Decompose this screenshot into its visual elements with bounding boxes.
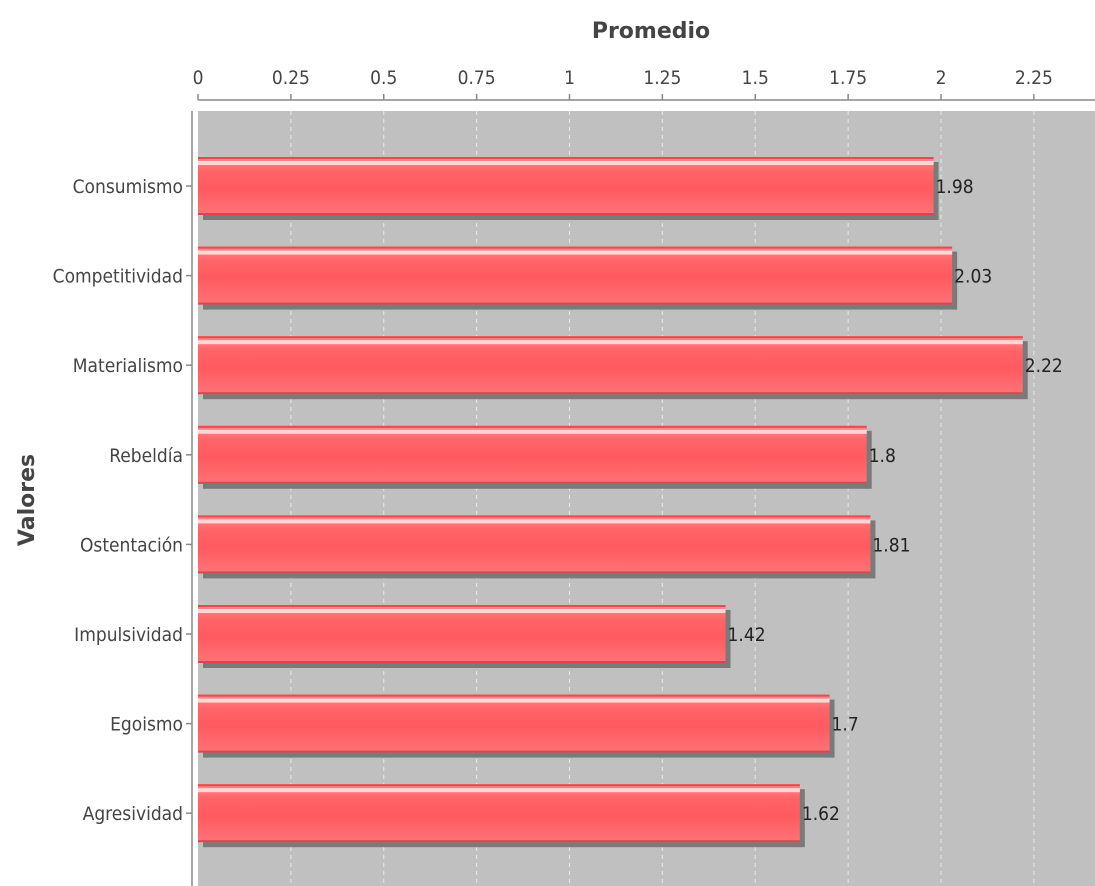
bar-highlight xyxy=(198,340,1023,345)
x-tick-label: 1 xyxy=(564,67,575,89)
bar-highlight xyxy=(198,161,934,165)
gridlines xyxy=(290,111,1035,886)
x-tick-label: 2 xyxy=(936,67,947,89)
bar-bottom-edge xyxy=(198,302,953,305)
bar-7 xyxy=(198,784,805,848)
bar xyxy=(198,605,726,663)
bar-top-edge xyxy=(198,425,867,428)
plot-area xyxy=(198,111,1095,886)
bar-highlight xyxy=(198,250,953,255)
x-tick-label: 2.25 xyxy=(1015,67,1053,89)
y-axis-title: Valores xyxy=(15,454,40,546)
x-tick-label: 0.75 xyxy=(458,67,496,89)
x-tick-label: 0.5 xyxy=(370,67,397,89)
bar xyxy=(198,694,830,753)
bar-highlight xyxy=(198,698,830,703)
bar-2 xyxy=(198,336,1028,400)
category-label: Rebeldía xyxy=(109,445,183,467)
bar xyxy=(198,336,1023,395)
bar-top-edge xyxy=(198,246,953,249)
value-labels: 1.98 2.03 2.22 1.8 1.81 1.42 1.7 1.62 xyxy=(728,176,1063,825)
bar-highlight xyxy=(198,429,867,434)
bar-bottom-edge xyxy=(198,750,830,753)
value-label: 2.03 xyxy=(954,266,992,288)
bar-top-edge xyxy=(198,694,830,697)
x-axis-title: Promedio xyxy=(592,19,710,44)
category-label: Ostentación xyxy=(80,534,183,556)
category-label: Egoismo xyxy=(110,714,183,736)
value-label: 1.7 xyxy=(832,714,859,736)
bar xyxy=(198,515,871,574)
x-tick-label: 0.25 xyxy=(272,67,310,89)
value-label: 1.8 xyxy=(869,445,896,467)
bar-bottom-edge xyxy=(198,213,934,215)
bar-3 xyxy=(198,425,872,489)
value-label: 1.62 xyxy=(802,803,840,825)
bar-highlight xyxy=(198,788,800,793)
category-labels: Consumismo Competitividad Materialismo Rebe… xyxy=(53,176,192,825)
category-label: Agresividad xyxy=(83,803,183,825)
category-label: Materialismo xyxy=(73,355,183,377)
bar xyxy=(198,246,953,305)
bars xyxy=(198,157,1028,848)
x-tick-label: 1.75 xyxy=(829,67,867,89)
bar-bottom-edge xyxy=(198,392,1023,395)
x-tick-label: 1.5 xyxy=(742,67,769,89)
bar-0 xyxy=(198,157,939,220)
bar-top-edge xyxy=(198,157,934,159)
bar-6 xyxy=(198,694,835,758)
x-tick-label: 1.25 xyxy=(643,67,681,89)
bar-highlight xyxy=(198,519,871,524)
x-tick-label: 0 xyxy=(193,67,204,89)
bar-bottom-edge xyxy=(198,481,867,484)
category-label: Consumismo xyxy=(73,176,183,198)
value-label: 1.81 xyxy=(872,534,910,556)
value-label: 1.42 xyxy=(728,624,766,646)
bar-top-edge xyxy=(198,784,800,787)
bar-highlight xyxy=(198,609,726,613)
bar-4 xyxy=(198,515,876,579)
bar xyxy=(198,157,934,215)
x-axis-ticks: 0 0.25 0.5 0.75 1 1.25 1.5 1.75 2 2.25 xyxy=(193,67,1053,100)
bar-bottom-edge xyxy=(198,840,800,843)
category-label: Impulsividad xyxy=(74,624,183,646)
bar-5 xyxy=(198,605,731,668)
bar xyxy=(198,425,867,484)
bar-bottom-edge xyxy=(198,661,726,663)
bar-top-edge xyxy=(198,605,726,607)
category-label: Competitividad xyxy=(53,266,183,288)
bar-top-edge xyxy=(198,336,1023,339)
bar xyxy=(198,784,800,843)
bar-1 xyxy=(198,246,958,310)
bar-bottom-edge xyxy=(198,571,871,574)
value-label: 2.22 xyxy=(1025,355,1063,377)
bar-top-edge xyxy=(198,515,871,518)
value-label: 1.98 xyxy=(936,176,974,198)
